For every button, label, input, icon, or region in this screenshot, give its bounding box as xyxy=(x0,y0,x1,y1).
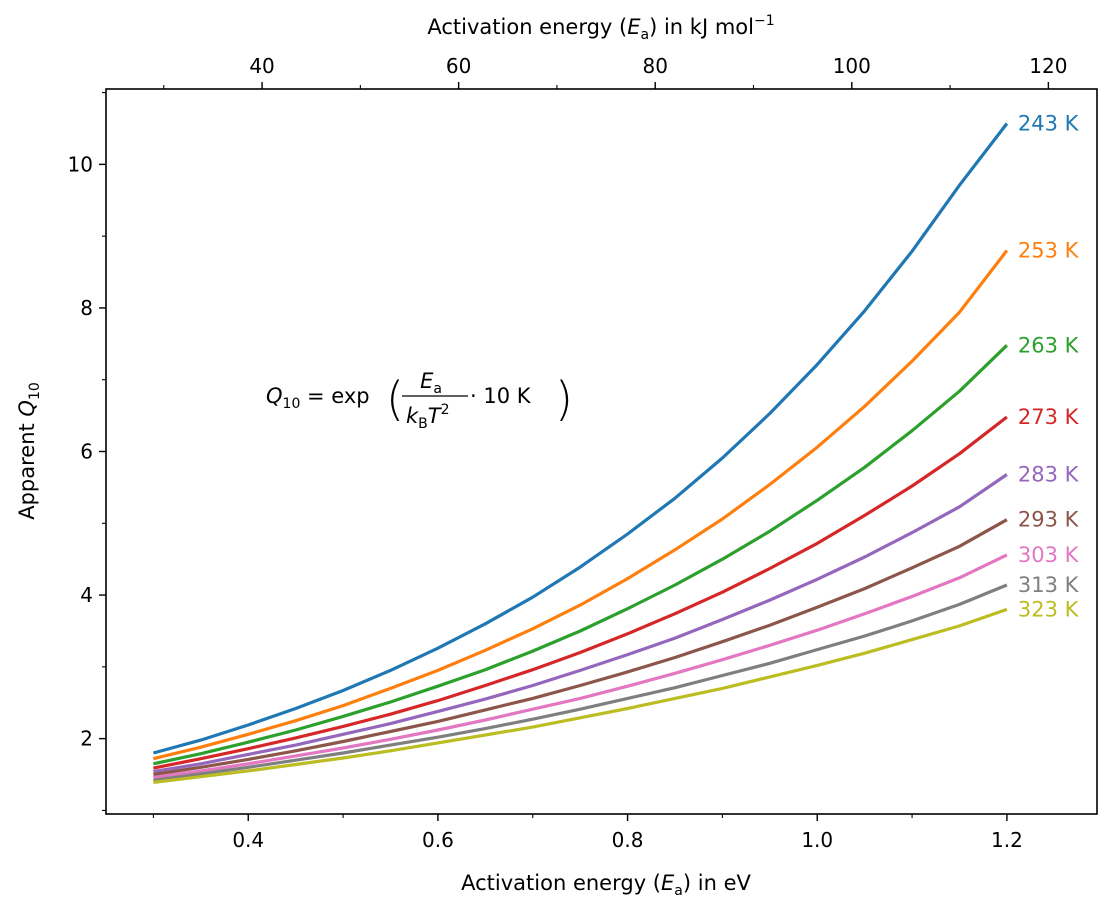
y-tick-label: 2 xyxy=(80,727,93,751)
series-label-group: 243 K 253 K 263 K 273 K 283 K 293 K 303 K 313 K… xyxy=(1018,111,1080,621)
svg-text:Q10 = exp: Q10 = exp xyxy=(266,384,370,412)
svg-text:kBT2: kBT2 xyxy=(406,402,450,432)
x-tick-label: 0.6 xyxy=(422,828,454,852)
series-line xyxy=(153,344,1009,766)
formula-annotation: Q10 = exp ( Ea kBT2 · 10 K ) xyxy=(266,369,573,432)
y-tick-label: 8 xyxy=(80,296,93,320)
top-x-tick-label: 40 xyxy=(249,54,274,78)
y-axis-title: Apparent Q10 xyxy=(15,382,43,520)
svg-text:Ea: Ea xyxy=(420,369,442,397)
series-label: 273 K xyxy=(1018,405,1080,429)
top-x-tick-label: 80 xyxy=(642,54,667,78)
series-line xyxy=(153,607,1008,784)
top-x-axis: 40 60 80 100 120 xyxy=(163,54,1067,89)
x-tick-label: 0.4 xyxy=(232,828,264,852)
top-x-tick-label: 60 xyxy=(446,54,471,78)
series-group xyxy=(152,122,1009,784)
formula-paren-left: ( xyxy=(386,372,404,426)
series-label: 263 K xyxy=(1018,333,1080,357)
series-label: 293 K xyxy=(1018,508,1080,532)
series-label: 313 K xyxy=(1018,573,1080,597)
series-line xyxy=(153,249,1009,761)
bottom-x-axis: 0.4 0.6 0.8 1.0 1.2 xyxy=(152,814,1023,852)
series-line xyxy=(153,518,1008,777)
series-line xyxy=(152,122,1009,755)
series-label: 243 K xyxy=(1018,111,1080,135)
y-tick-label: 4 xyxy=(80,583,93,607)
series-label: 253 K xyxy=(1018,239,1080,263)
formula-paren-right: ) xyxy=(555,372,573,426)
series-label: 303 K xyxy=(1018,543,1080,567)
series-label: 283 K xyxy=(1018,462,1080,486)
svg-text:· 10 K: · 10 K xyxy=(470,384,532,408)
y-tick-label: 10 xyxy=(68,152,93,176)
x-tick-label: 1.0 xyxy=(801,828,833,852)
series-label: 323 K xyxy=(1018,597,1080,621)
series-line xyxy=(153,583,1008,782)
y-axis: 2 4 6 8 10 xyxy=(68,92,106,811)
x-axis-title: Activation energy (Ea) in eV xyxy=(461,871,751,899)
x-tick-label: 1.2 xyxy=(991,828,1023,852)
top-x-axis-title: Activation energy (Ea) in kJ mol−1 xyxy=(427,13,774,43)
series-line xyxy=(153,415,1008,770)
series-line xyxy=(153,473,1008,774)
top-x-tick-label: 120 xyxy=(1029,54,1067,78)
top-x-tick-label: 100 xyxy=(833,54,871,78)
x-tick-label: 0.8 xyxy=(612,828,644,852)
series-line xyxy=(153,553,1008,779)
y-tick-label: 6 xyxy=(80,440,93,464)
